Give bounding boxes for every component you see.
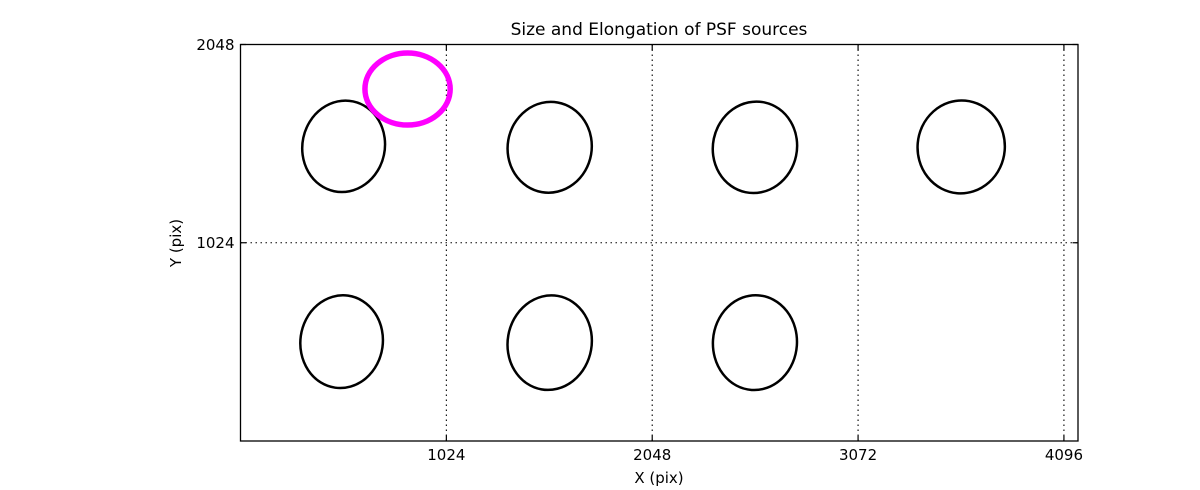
psf-ellipse	[506, 294, 594, 392]
x-axis-label: X (pix)	[634, 469, 684, 487]
chart-title: Size and Elongation of PSF sources	[510, 20, 808, 40]
highlighted-psf-ellipse	[362, 50, 453, 128]
x-tick-label: 4096	[1044, 446, 1084, 464]
psf-ellipse	[300, 99, 387, 194]
y-tick-label: 2048	[196, 35, 235, 54]
psf-ellipse	[299, 294, 385, 390]
psf-ellipse	[506, 100, 594, 194]
y-axis-label: Y (pix)	[167, 218, 185, 268]
psf-ellipse	[711, 293, 799, 392]
psf-ellipse	[711, 100, 799, 195]
x-tick-label: 2048	[633, 446, 672, 464]
x-tick-label: 1024	[427, 446, 466, 464]
psf-ellipse	[916, 99, 1007, 195]
x-tick-label: 3072	[838, 446, 878, 464]
y-tick-label: 1024	[196, 233, 235, 252]
